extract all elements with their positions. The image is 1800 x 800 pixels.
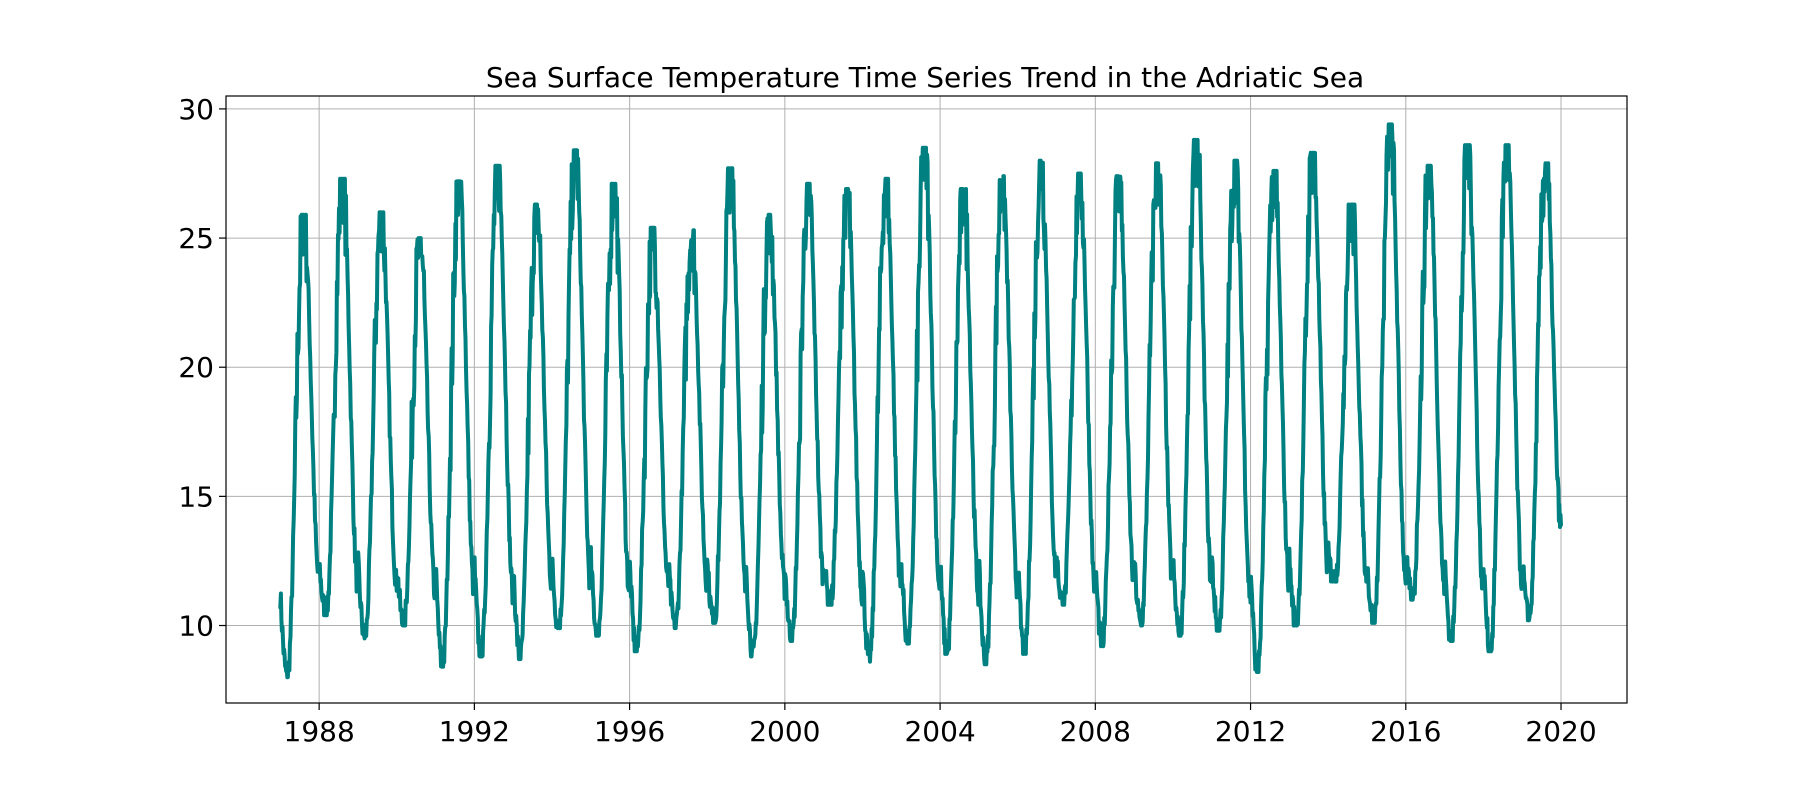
x-axis-ticks: 1988 1992 1996 2000 2004 2008 2012 2016 2020 (284, 703, 1597, 748)
x-tick-label: 2000 (749, 715, 820, 748)
y-tick-label: 25 (178, 222, 214, 255)
x-tick-label: 2016 (1370, 715, 1441, 748)
x-tick-label: 1988 (284, 715, 355, 748)
plot-frame (225, 95, 1628, 704)
y-tick-label: 30 (178, 93, 214, 126)
x-tick-label: 1992 (439, 715, 510, 748)
x-tick-label: 2020 (1525, 715, 1596, 748)
y-axis-ticks: 10 15 20 25 30 (178, 93, 226, 643)
x-tick-label: 2004 (904, 715, 975, 748)
x-tick-label: 2012 (1215, 715, 1286, 748)
series-layer (278, 122, 1563, 680)
y-tick-label: 20 (178, 351, 214, 384)
x-tick-label: 2008 (1060, 715, 1131, 748)
y-tick-label: 10 (178, 610, 214, 643)
x-tick-label: 1996 (594, 715, 665, 748)
sst-series-line (278, 122, 1563, 680)
chart-title: Sea Surface Temperature Time Series Tren… (486, 61, 1364, 94)
y-tick-label: 15 (178, 480, 214, 513)
